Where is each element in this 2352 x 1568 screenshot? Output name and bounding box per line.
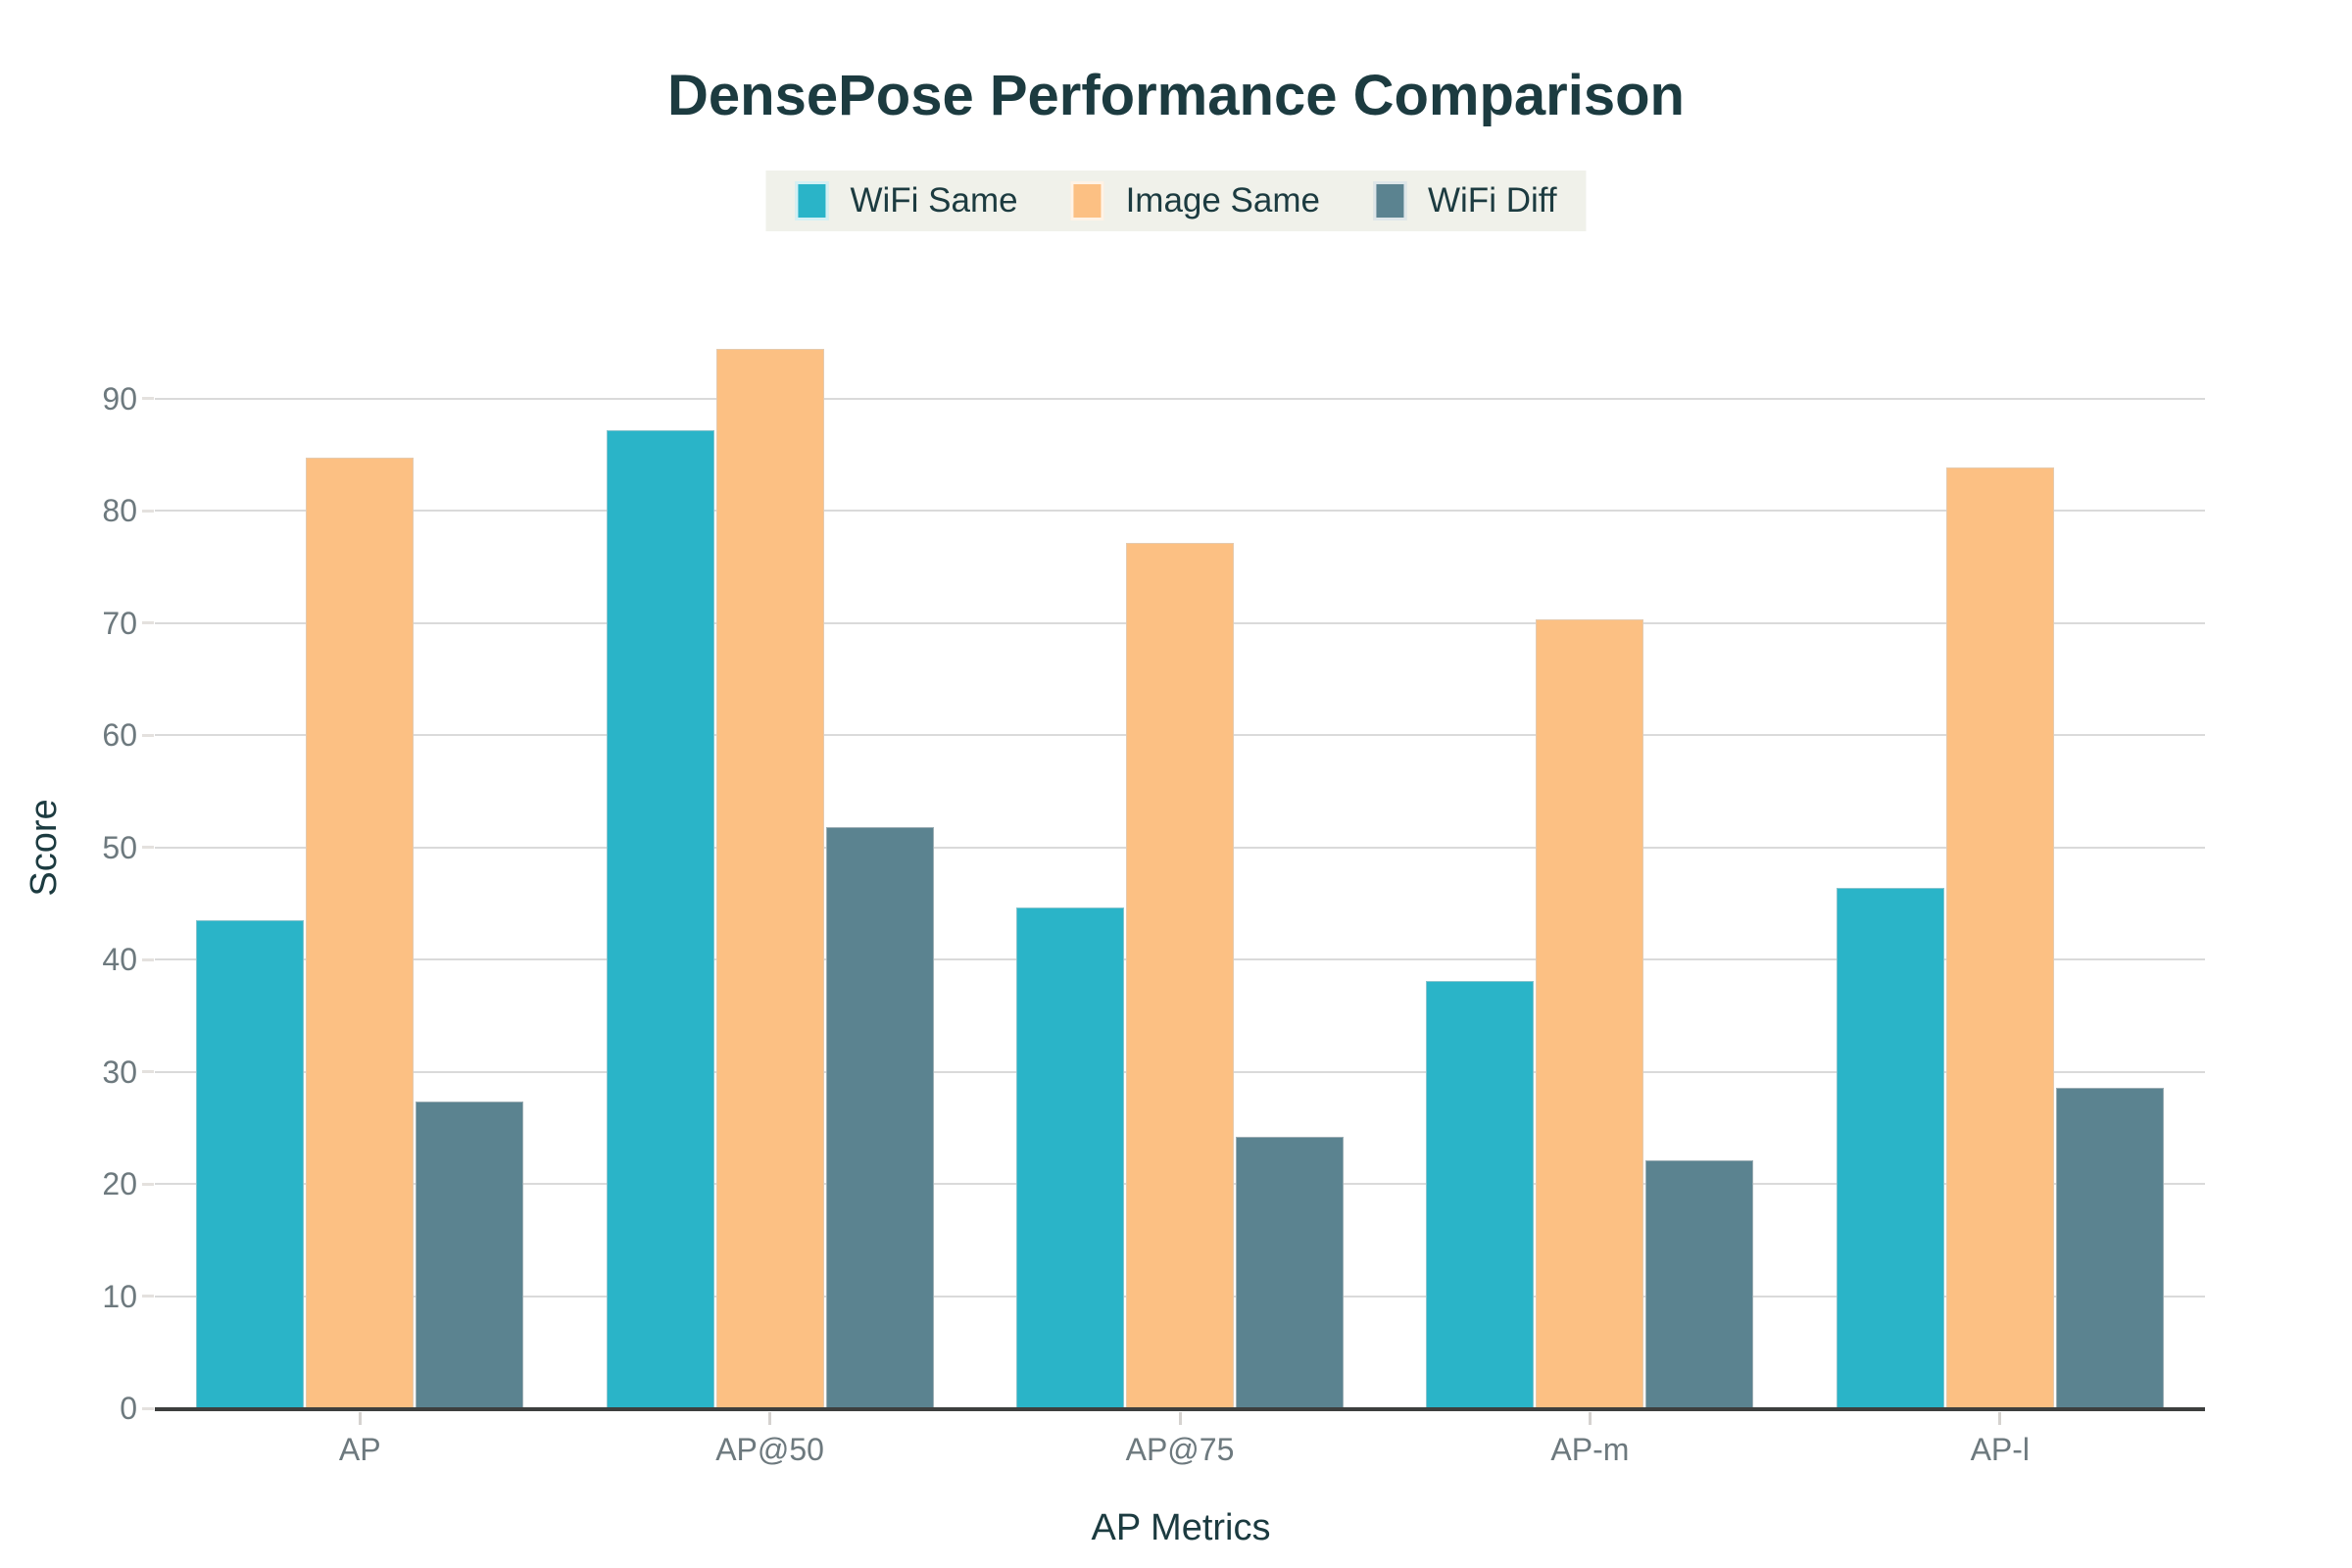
x-tick-label-AP@75: AP@75	[1125, 1432, 1235, 1467]
y-tick-mark-10	[142, 1295, 154, 1298]
y-tick-label-40: 40	[102, 942, 137, 977]
bar-AP-l-image-same	[1945, 467, 2054, 1410]
y-tick-mark-60	[142, 733, 154, 737]
y-tick-label-10: 10	[102, 1278, 137, 1314]
bar-AP@75-wifi-diff	[1236, 1136, 1344, 1410]
y-tick-mark-70	[142, 621, 154, 624]
x-tick-label-AP: AP	[338, 1432, 381, 1467]
bar-AP@50-wifi-same	[606, 429, 714, 1410]
x-axis-title: AP Metrics	[1091, 1507, 1271, 1548]
bar-AP@50-image-same	[715, 349, 824, 1410]
gridline-80	[155, 510, 2205, 512]
legend-swatch-icon	[1070, 181, 1104, 220]
y-tick-label-60: 60	[102, 717, 137, 753]
legend-swatch-icon	[795, 181, 829, 220]
x-axis-line	[155, 1406, 2205, 1411]
bar-AP@50-wifi-diff	[825, 826, 934, 1410]
legend-item-3: WiFi Diff	[1373, 181, 1557, 220]
y-tick-mark-40	[142, 957, 154, 961]
chart-title: DensePose Performance Comparison	[667, 64, 1685, 127]
bar-AP-image-same	[306, 458, 415, 1410]
y-tick-mark-90	[142, 397, 154, 400]
legend: WiFi Same Image Same WiFi Diff	[765, 171, 1587, 231]
x-tick-label-AP-l: AP-l	[1970, 1432, 2031, 1467]
x-tick-mark-AP	[358, 1412, 362, 1425]
bar-AP-m-wifi-diff	[1645, 1159, 1754, 1410]
x-tick-mark-AP-m	[1588, 1412, 1592, 1425]
bar-AP-m-image-same	[1536, 619, 1644, 1410]
bar-AP-m-wifi-same	[1426, 980, 1535, 1410]
y-tick-label-30: 30	[102, 1054, 137, 1090]
gridline-90	[155, 397, 2205, 400]
y-tick-label-20: 20	[102, 1166, 137, 1201]
bar-AP-l-wifi-diff	[2055, 1087, 2164, 1410]
y-tick-label-0: 0	[120, 1391, 137, 1426]
y-tick-mark-0	[142, 1406, 154, 1410]
x-tick-label-AP@50: AP@50	[715, 1432, 824, 1467]
legend-label: WiFi Diff	[1428, 181, 1557, 220]
x-tick-mark-AP@75	[1178, 1412, 1182, 1425]
y-tick-mark-80	[142, 509, 154, 513]
y-tick-label-70: 70	[102, 605, 137, 641]
bar-AP@75-image-same	[1126, 543, 1234, 1410]
x-tick-mark-AP@50	[768, 1412, 772, 1425]
y-tick-label-90: 90	[102, 380, 137, 416]
legend-item-1: WiFi Same	[795, 181, 1018, 220]
x-tick-mark-AP-l	[1998, 1412, 2002, 1425]
bar-AP@75-wifi-same	[1016, 907, 1124, 1410]
y-tick-label-50: 50	[102, 829, 137, 865]
bar-AP-wifi-same	[196, 919, 305, 1410]
legend-label: WiFi Same	[850, 181, 1018, 220]
legend-swatch-icon	[1373, 181, 1406, 220]
y-tick-mark-20	[142, 1182, 154, 1186]
legend-item-2: Image Same	[1070, 181, 1320, 220]
y-tick-mark-50	[142, 846, 154, 849]
bar-AP-wifi-diff	[416, 1102, 524, 1410]
y-tick-label-80: 80	[102, 493, 137, 528]
x-tick-label-AP-m: AP-m	[1550, 1432, 1630, 1467]
y-tick-mark-30	[142, 1070, 154, 1073]
legend-label: Image Same	[1125, 181, 1320, 220]
bar-AP-l-wifi-same	[1836, 887, 1944, 1410]
